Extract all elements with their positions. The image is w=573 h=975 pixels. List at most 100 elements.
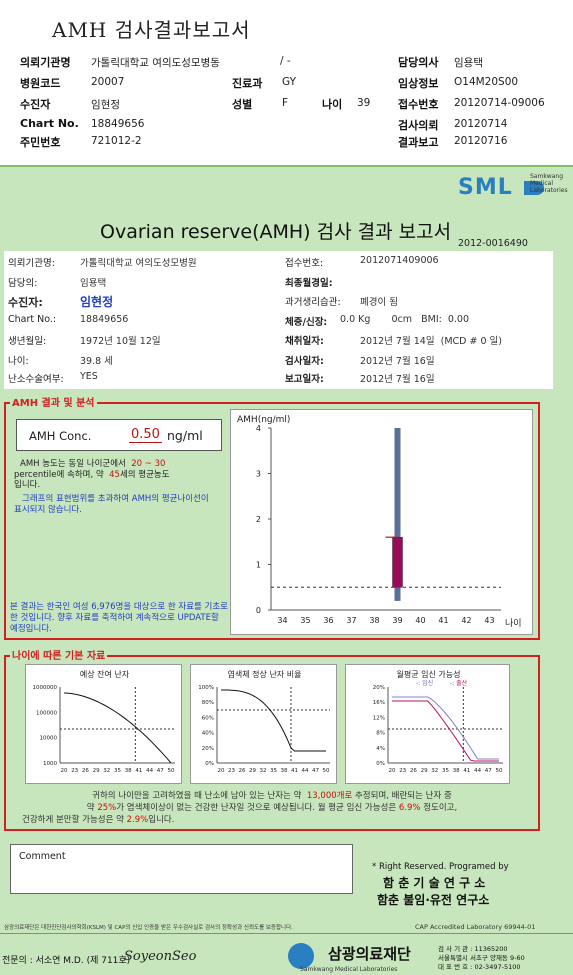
patient-label: 수진자: [20, 98, 51, 111]
info-lmp-label: 최종월경일:: [285, 278, 333, 289]
x-tick-label: 44: [146, 768, 153, 774]
x-tick-label: 36: [323, 616, 333, 625]
info-doctor-label: 담당의:: [8, 278, 38, 289]
remaining-eggs-chart: 예상 잔여 난자 1000000 100000 10000 1000 20 23 26 29 32…: [33, 669, 175, 774]
info-collect-label: 채취일자:: [285, 336, 324, 347]
x-tick-label: 32: [431, 768, 438, 774]
x-tick-label: 47: [312, 768, 319, 774]
amh-conc-label: AMH Conc.: [29, 429, 92, 443]
birth-curve: [392, 700, 499, 762]
receipt-no-value: 20120714-09006: [454, 97, 545, 109]
chart-no-label: Chart No.: [20, 117, 79, 130]
chart-no-value: 18849656: [91, 118, 145, 130]
age-value: 39: [357, 97, 371, 109]
ward-value: / -: [280, 55, 291, 67]
range-bar: [394, 428, 401, 601]
x-tick-label: 50: [168, 768, 175, 774]
info-test-date-label: 검사일자:: [285, 356, 324, 367]
x-tick-label: 35: [442, 768, 449, 774]
y-tick-label: 16%: [373, 700, 385, 706]
age-label: 나이: [322, 98, 343, 111]
info-surgery-value: YES: [80, 371, 98, 382]
x-tick-label: 41: [463, 768, 470, 774]
chromosome-curve: [220, 689, 326, 752]
foundation-logo-icon: [288, 943, 314, 969]
info-chart-label: Chart No.:: [8, 314, 57, 325]
y-tick-label: 0: [256, 606, 261, 615]
certification-text: 삼광의료재단은 대한진단검사의학회(KSLM) 및 CAP의 신입 인증을 받은…: [4, 925, 293, 931]
x-tick-label: 50: [496, 768, 503, 774]
comment-box: Comment: [10, 844, 353, 894]
age-data-section: [4, 655, 540, 831]
y-tick-label: 1: [256, 561, 261, 570]
info-chart-value: 18849656: [80, 314, 129, 325]
info-hospital-label: 의뢰기관명:: [8, 258, 55, 269]
info-collect-value: 2012년 7월 14일 (MCD # 0 일): [360, 336, 502, 347]
foundation-name: 삼광의료재단: [328, 945, 411, 963]
sex-value: F: [282, 97, 289, 109]
x-tick-label: 44: [474, 768, 481, 774]
x-tick-label: 29: [93, 768, 100, 774]
info-test-date-value: 2012년 7월 16일: [360, 356, 435, 367]
cap-accreditation: CAP Accredited Laboratory 69944-01: [415, 923, 536, 931]
page-title: AMH 검사결과보고서: [52, 18, 251, 42]
info-receipt-label: 접수번호:: [285, 258, 324, 269]
resident-no-value: 721012-2: [91, 135, 142, 147]
clinical-info-value: O14M20S00: [454, 76, 519, 88]
legend-pregnancy: -: 임신: [416, 679, 433, 687]
patient-bar: [392, 536, 403, 588]
x-tick-label: 29: [249, 768, 256, 774]
report-title: Ovarian reserve(AMH) 검사 결과 보고서: [100, 221, 452, 243]
amh-report: SML Samkwang Medical Laboratories Ovarian …: [0, 165, 573, 975]
x-tick-label: 41: [135, 768, 142, 774]
x-tick-label: 42: [461, 616, 471, 625]
info-doctor-value: 임용택: [80, 278, 107, 289]
y-tick-label: 4: [256, 424, 261, 433]
doctor-value: 임용택: [454, 57, 483, 69]
info-report-date-value: 2012년 7월 16일: [360, 374, 435, 385]
x-tick-label: 26: [239, 768, 246, 774]
y-tick-label: 100%: [198, 685, 214, 691]
y-tick-label: 20%: [202, 746, 214, 752]
x-tick-label: 41: [438, 616, 448, 625]
info-receipt-value: 2012071409006: [360, 255, 439, 266]
info-surgery-label: 난소수술여부:: [8, 374, 64, 385]
info-age-label: 나이:: [8, 356, 29, 367]
chart-xlabel: 나이: [505, 618, 522, 629]
x-tick-label: 50: [323, 768, 330, 774]
x-tick-label: 43: [484, 616, 494, 625]
x-tick-label: 23: [71, 768, 78, 774]
chart-ylabel: AMH(ng/ml): [237, 415, 290, 425]
x-tick-label: 23: [399, 768, 406, 774]
x-tick-label: 38: [125, 768, 132, 774]
x-tick-label: 35: [300, 616, 310, 625]
footer-divider: [0, 933, 573, 934]
info-patient-label: 수진자:: [8, 296, 43, 309]
chromosome-chart-panel: 염색체 정상 난자 비율 100% 80% 60% 40% 20% 0% 20 23 26 29 32…: [190, 664, 337, 784]
hospital-code-value: 20007: [91, 76, 125, 88]
amh-result-section: [4, 402, 540, 640]
amh-percentile-text: AMH 농도는 동일 나이군에서 20 ~ 30 percentile에 속하며…: [14, 459, 170, 490]
y-tick-label: 0%: [376, 761, 385, 767]
patient-info-panel: [4, 251, 553, 389]
amh-section-title: AMH 결과 및 분석: [10, 394, 97, 409]
x-tick-label: 44: [302, 768, 309, 774]
y-tick-label: 12%: [373, 715, 385, 721]
info-birth-label: 생년월일:: [8, 336, 47, 347]
y-tick-label: 10000: [40, 736, 58, 742]
amh-data-note: 본 결과는 한국인 여성 6,976명을 대상으로 한 자료를 기초로 한 것입…: [10, 602, 228, 634]
info-body-value: 0.0 Kg 0cm BMI: 0.00: [340, 314, 470, 325]
info-age-value: 39.8 세: [80, 356, 113, 367]
x-tick-label: 20: [218, 768, 225, 774]
y-tick-label: 40%: [202, 731, 214, 737]
legend-birth: -: 출산: [450, 679, 468, 687]
hospital-label: 의뢰기관명: [20, 56, 71, 69]
y-tick-label: 20%: [373, 685, 385, 691]
report-doc-no: 2012-0016490: [458, 238, 528, 249]
x-tick-label: 47: [485, 768, 492, 774]
foundation-name-en: Samkwang Medical Laboratories: [300, 966, 398, 973]
y-tick-label: 80%: [202, 700, 214, 706]
comment-label: Comment: [19, 851, 66, 862]
amh-conc-value: 0.50: [129, 427, 162, 443]
